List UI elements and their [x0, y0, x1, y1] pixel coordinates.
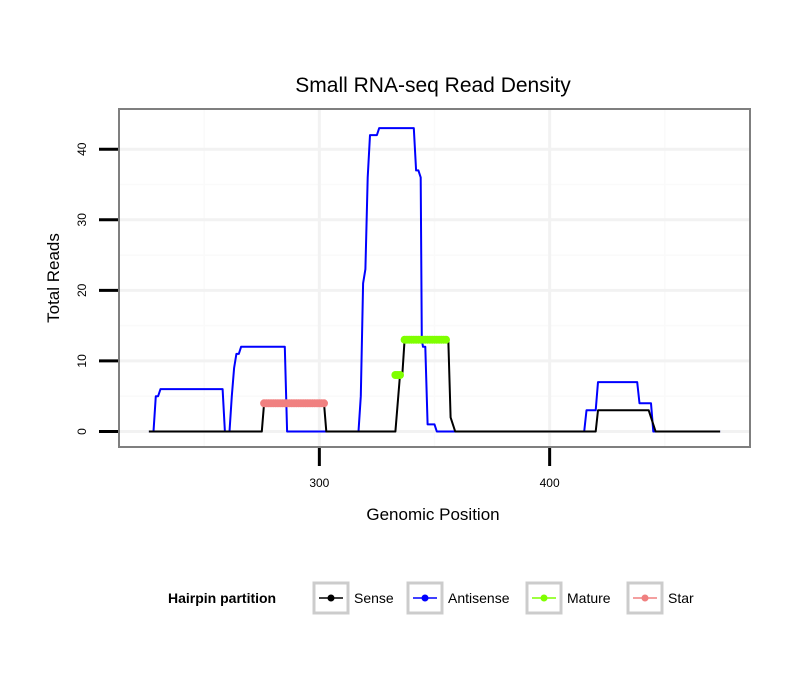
legend-label-antisense: Antisense: [448, 590, 510, 606]
y-tick-label: 30: [75, 213, 89, 227]
x-tick-label: 300: [309, 476, 329, 490]
chart-title: Small RNA-seq Read Density: [295, 74, 571, 97]
legend: Hairpin partition Sense Antisense Mature St…: [168, 581, 694, 615]
legend-label-star: Star: [668, 590, 694, 606]
grid-lines: [119, 109, 750, 447]
axes: 0 10 20 30 40 300 400: [75, 142, 560, 490]
y-tick-label: 20: [75, 283, 89, 297]
point-mature: [396, 371, 404, 379]
point-star: [320, 399, 328, 408]
legend-marker-sense: [327, 594, 335, 602]
legend-title: Hairpin partition: [168, 590, 276, 606]
x-tick-label: 400: [540, 476, 560, 490]
panel-border: [118, 108, 751, 448]
point-mature: [442, 335, 450, 344]
y-tick-label: 10: [75, 354, 89, 368]
legend-label-mature: Mature: [567, 590, 611, 606]
legend-marker-mature: [540, 594, 548, 602]
plot-series: [148, 127, 721, 433]
legend-marker-antisense: [421, 594, 429, 602]
y-tick-label: 0: [75, 428, 89, 435]
y-tick-label: 40: [75, 142, 89, 156]
x-axis-title: Genomic Position: [366, 505, 499, 524]
y-axis-title: Total Reads: [44, 233, 63, 323]
legend-marker-star: [641, 594, 649, 602]
legend-label-sense: Sense: [354, 590, 394, 606]
